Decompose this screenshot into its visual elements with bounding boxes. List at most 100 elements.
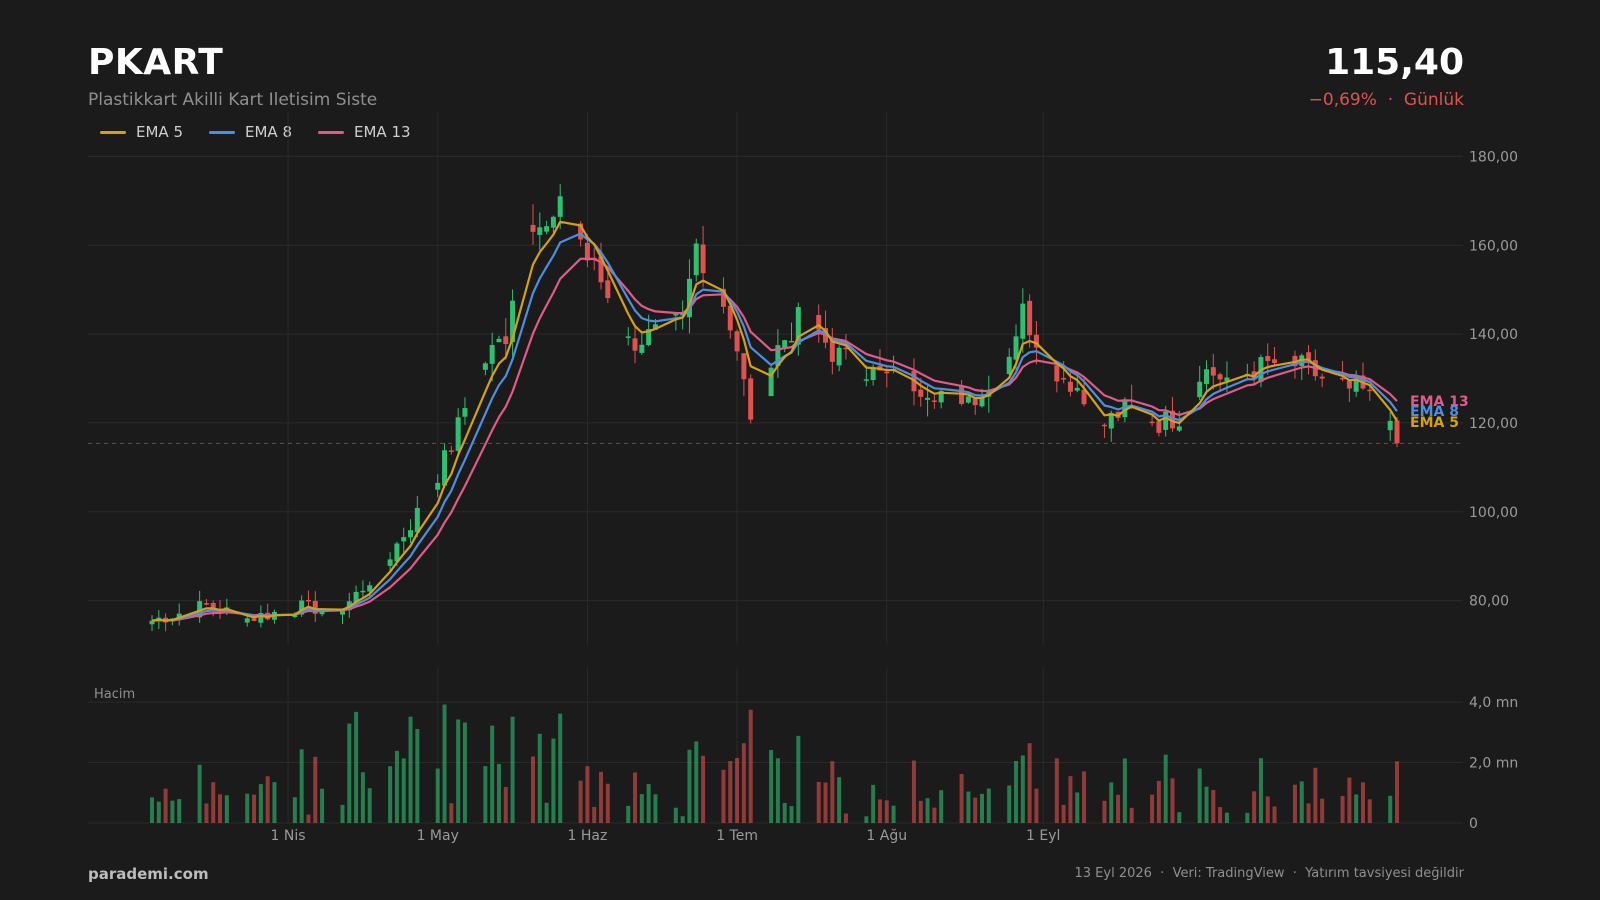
time-axis-label: 1 Eyl <box>1026 828 1060 844</box>
volume-bar <box>510 716 515 823</box>
legend-label-ema13: EMA 13 <box>354 123 411 141</box>
legend-item-ema8[interactable]: EMA 8 <box>209 123 292 141</box>
candle-body <box>1210 367 1216 376</box>
price-change: −0,69% <box>1308 90 1377 110</box>
candle-body <box>741 353 747 380</box>
candle-body <box>693 243 699 276</box>
volume-bar <box>633 772 638 823</box>
volume-bar <box>728 761 733 823</box>
volume-bar <box>1150 794 1155 823</box>
company-name: Plastikkart Akilli Kart Iletisim Siste <box>88 90 378 110</box>
candle-body <box>686 278 692 318</box>
volume-bar <box>1360 782 1365 823</box>
volume-bar <box>1082 771 1087 823</box>
volume-bar <box>980 793 984 823</box>
volume-bar <box>673 807 678 823</box>
volume-bar <box>252 794 257 823</box>
volume-bar <box>320 788 325 823</box>
volume-bar <box>313 756 318 823</box>
volume-bar <box>1299 781 1304 823</box>
legend-swatch-ema5 <box>100 130 126 134</box>
volume-bar <box>360 772 365 823</box>
volume-bar <box>782 802 787 823</box>
candle-body <box>870 368 876 381</box>
volume-bar <box>408 716 413 823</box>
volume-bar <box>435 768 440 823</box>
candle-body <box>251 618 257 621</box>
candle-body <box>884 371 890 374</box>
volume-bar <box>796 735 801 823</box>
candle-body <box>544 226 550 232</box>
candle-body <box>312 600 318 614</box>
volume-bar <box>224 795 229 823</box>
volume-bar <box>721 769 726 823</box>
candle-body <box>292 615 298 618</box>
candle-body <box>482 363 488 370</box>
volume-bar <box>388 766 393 823</box>
volume-bar <box>925 798 930 823</box>
volume-bar <box>496 763 501 823</box>
candle-body <box>1353 378 1359 392</box>
volume-bar <box>265 776 270 823</box>
candle-body <box>489 344 495 364</box>
volume-bar <box>170 800 175 823</box>
candle-body <box>1176 426 1182 431</box>
candle-body <box>203 603 209 605</box>
candle-body <box>1027 300 1033 336</box>
volume-bar <box>354 711 359 823</box>
candle-body <box>1306 352 1312 360</box>
volume-bar <box>1116 794 1121 823</box>
candle-body <box>625 336 631 338</box>
volume-bar <box>741 743 746 823</box>
volume-tick-label: 2,0 mn <box>1469 756 1518 772</box>
candle-body <box>197 601 203 618</box>
ticker-symbol: PKART <box>88 42 224 83</box>
candle-body <box>462 408 468 417</box>
candle-body <box>979 397 985 407</box>
volume-bar <box>687 749 692 823</box>
volume-tick-label: 0 <box>1469 816 1478 832</box>
candle-body <box>339 610 345 615</box>
volume-bar <box>932 807 937 823</box>
candle-body <box>965 396 971 403</box>
volume-bar <box>163 788 168 823</box>
candle-body <box>1265 356 1271 361</box>
volume-title: Hacim <box>94 687 136 702</box>
volume-bar <box>911 760 916 823</box>
volume-bar <box>197 764 202 823</box>
candle-body <box>795 307 801 345</box>
legend-swatch-ema13 <box>318 130 344 134</box>
time-axis-label: 1 Haz <box>568 828 608 844</box>
price-tick-label: 120,00 <box>1469 416 1518 432</box>
legend-item-ema13[interactable]: EMA 13 <box>318 123 411 141</box>
volume-bar <box>415 729 420 823</box>
volume-bar <box>1265 796 1270 823</box>
volume-bar <box>1388 795 1393 823</box>
candle-body <box>299 600 305 615</box>
price-tick-label: 80,00 <box>1469 594 1509 610</box>
candle-body <box>1224 377 1230 381</box>
candle-body <box>305 599 311 602</box>
legend-item-ema5[interactable]: EMA 5 <box>100 123 183 141</box>
volume-bar <box>1170 778 1175 823</box>
time-axis-label: 1 Nis <box>271 828 306 844</box>
price-tick-label: 100,00 <box>1469 505 1518 521</box>
volume-bar <box>939 790 944 823</box>
volume-bar <box>1320 798 1325 823</box>
time-axis-label: 1 Tem <box>716 828 758 844</box>
candle-body <box>1156 421 1162 433</box>
volume-bar <box>1061 804 1066 823</box>
candle-body <box>244 618 250 623</box>
volume-bar <box>1129 807 1134 823</box>
volume-bar <box>1252 791 1257 823</box>
candle-body <box>550 216 556 228</box>
volume-bar <box>558 713 563 823</box>
candle-body <box>1067 381 1073 392</box>
time-axis-label: 1 Ağu <box>866 828 907 844</box>
separator-dot: · <box>1387 90 1394 110</box>
volume-bar <box>837 777 842 823</box>
volume-bar <box>884 800 889 823</box>
candle-body <box>836 347 842 366</box>
volume-bar <box>551 738 556 823</box>
